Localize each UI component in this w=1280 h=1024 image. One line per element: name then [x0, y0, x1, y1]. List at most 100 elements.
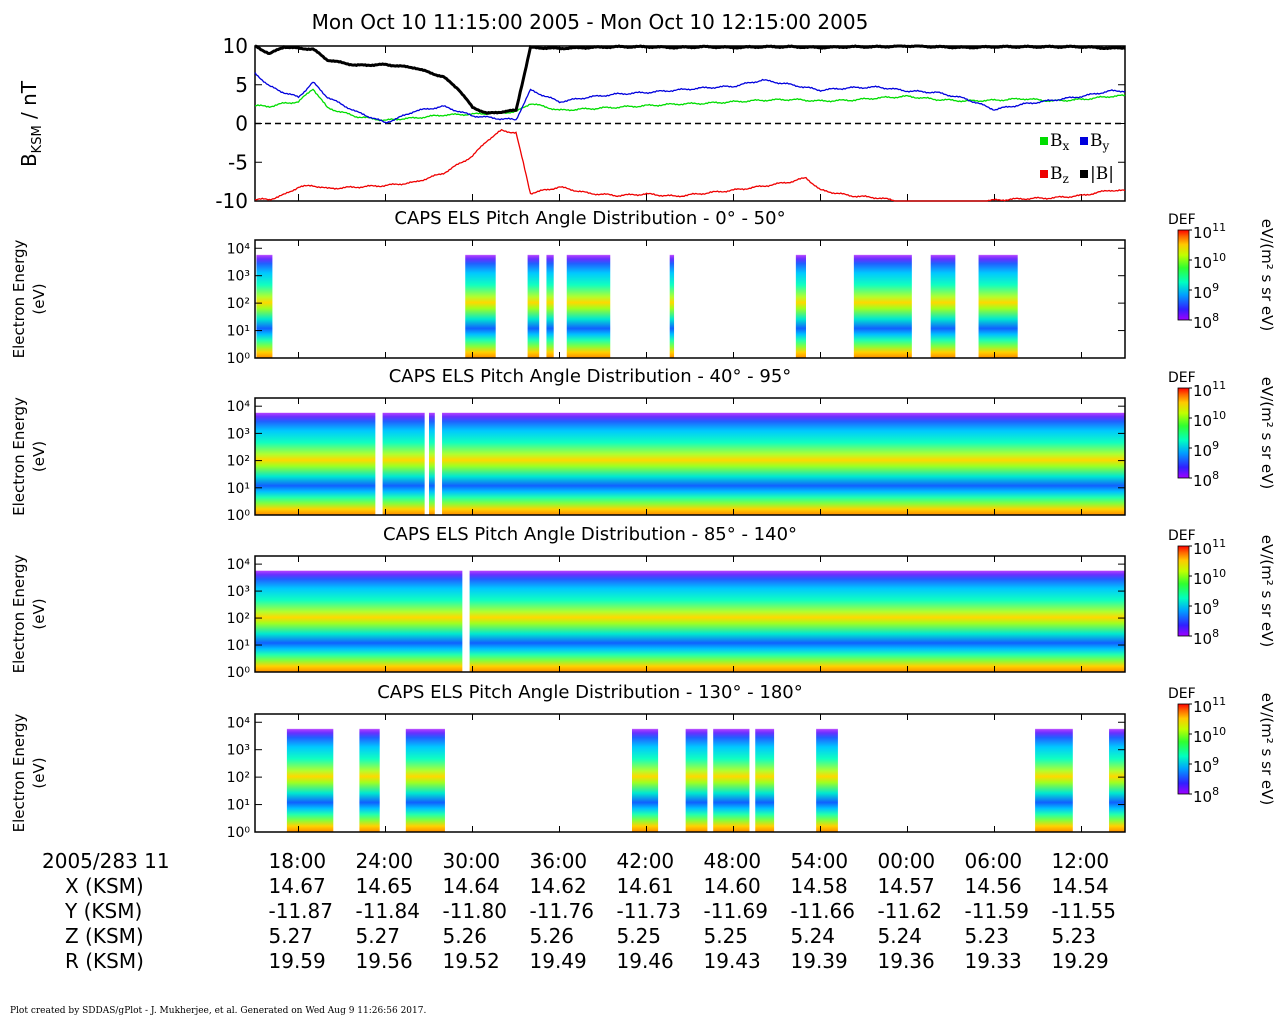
spectrogram-band [978, 240, 1018, 358]
cassini-chart: Mon Oct 10 11:15:00 2005 - Mon Oct 10 12… [10, 10, 1276, 973]
ephemeris-value: 14.62 [530, 874, 587, 898]
ephemeris-value: 5.26 [530, 924, 575, 948]
spectrogram-panel-3: CAPS ELS Pitch Angle Distribution - 85° … [10, 524, 1276, 681]
legend-label-z: Bz [1050, 164, 1069, 186]
spectrogram-ytick-label: 10¹ [227, 798, 250, 814]
spectrogram-ytick-label: 10⁴ [227, 241, 251, 257]
footer-credit: Plot created by SDDAS/gPlot - J. Mukherj… [10, 1006, 427, 1016]
ephemeris-value: 19.29 [1052, 949, 1109, 973]
ephemeris-value: -11.87 [269, 899, 333, 923]
magfield-ytick-label: 10 [223, 34, 248, 58]
ephemeris-value: 19.52 [443, 949, 500, 973]
ephemeris-value: 5.27 [356, 924, 401, 948]
spectrogram-ytick-label: 10³ [227, 743, 250, 759]
spectrogram-band [632, 714, 659, 832]
colorbar-tick-label: 1011 [1193, 695, 1226, 716]
spectrogram-ytick-label: 10² [227, 296, 250, 312]
magfield-ytick-label: 0 [235, 112, 248, 136]
ephemeris-value: 5.23 [965, 924, 1010, 948]
ephemeris-value: 14.60 [704, 874, 761, 898]
spectrogram-ylabel: Electron Energy [10, 239, 28, 358]
magfield-ytick-label: -10 [215, 189, 248, 213]
spectrogram-ytick-label: 10⁰ [227, 665, 251, 681]
spectrogram-band [469, 556, 1126, 672]
colorbar-tick-label: 1011 [1193, 221, 1226, 242]
legend-swatch-z [1040, 170, 1048, 178]
spectrogram-ytick-label: 10³ [227, 269, 250, 285]
ephemeris-label: R (KSM) [65, 949, 144, 973]
time-tick-label: 54:00 [791, 849, 849, 873]
series-line-y [254, 72, 1126, 124]
spectrogram-band [669, 240, 675, 358]
ephemeris-label: Y (KSM) [64, 899, 142, 923]
spectrogram-panel-1: CAPS ELS Pitch Angle Distribution - 0° -… [10, 208, 1276, 367]
ephemeris-value: -11.59 [965, 899, 1029, 923]
spectrogram-band [795, 240, 806, 358]
time-tick-label: 30:00 [443, 849, 501, 873]
ephemeris-label: Z (KSM) [65, 924, 144, 948]
spectrogram-band [1109, 714, 1125, 832]
spectrogram-band [382, 398, 425, 515]
colorbar-tick-label: 109 [1193, 439, 1219, 460]
ephemeris-value: 19.43 [704, 949, 761, 973]
colorbar-tick-label: 109 [1193, 597, 1219, 618]
legend-label-total: |B| [1090, 164, 1114, 184]
ephemeris-value: -11.55 [1052, 899, 1116, 923]
ephemeris-value: -11.76 [530, 899, 594, 923]
ephemeris-value: 14.64 [443, 874, 500, 898]
spectrogram-band [286, 714, 334, 832]
ephemeris-value: 14.56 [965, 874, 1022, 898]
spectrogram-panel-4: CAPS ELS Pitch Angle Distribution - 130°… [10, 682, 1276, 841]
colorbar-tick-label: 1011 [1193, 537, 1226, 558]
colorbar-tick-label: 108 [1193, 469, 1219, 490]
colorbar-label: DEF [1168, 370, 1196, 386]
ephemeris-value: 19.39 [791, 949, 848, 973]
spectrogram-band [930, 240, 956, 358]
spectrogram-ytick-label: 10² [227, 454, 250, 470]
spectrogram-band [442, 398, 1125, 515]
spectrogram-yunit: (eV) [30, 283, 48, 314]
ephemeris-value: 5.27 [269, 924, 314, 948]
spectrogram-band [546, 240, 554, 358]
ephemeris-value: -11.80 [443, 899, 507, 923]
legend-swatch-total [1080, 170, 1088, 178]
spectrogram-ytick-label: 10² [227, 611, 250, 627]
time-tick-label: 18:00 [269, 849, 327, 873]
time-tick-label: 06:00 [965, 849, 1023, 873]
spectrogram-band [755, 714, 775, 832]
colorbar-unit: eV/(m² s sr eV) [1258, 535, 1276, 647]
colorbar-tick-label: 1010 [1193, 409, 1226, 430]
time-tick-label: 42:00 [617, 849, 675, 873]
spectrogram-ytick-label: 10⁰ [227, 508, 251, 524]
ephemeris-label: X (KSM) [65, 874, 144, 898]
spectrogram-ytick-label: 10¹ [227, 638, 250, 654]
legend-label-x: Bx [1050, 131, 1070, 153]
spectrogram-ytick-label: 10⁴ [227, 399, 251, 415]
colorbar [1177, 545, 1190, 637]
magfield-ytick-label: 5 [235, 73, 248, 97]
legend-label-y: By [1090, 131, 1110, 153]
ephemeris-value: 14.61 [617, 874, 674, 898]
series-line-x [255, 88, 1126, 122]
time-tick-label: 00:00 [878, 849, 936, 873]
colorbar-tick-label: 1010 [1193, 567, 1226, 588]
time-tick-label: 48:00 [704, 849, 762, 873]
ephemeris-value: 14.67 [269, 874, 326, 898]
ephemeris-value: -11.73 [617, 899, 681, 923]
spectrogram-ylabel: Electron Energy [10, 713, 28, 832]
ephemeris-value: 5.23 [1052, 924, 1097, 948]
colorbar [1177, 387, 1190, 479]
spectrogram-band [405, 714, 445, 832]
spectrogram-band [255, 398, 376, 515]
time-axis-date-label: 2005/283 11 [42, 849, 170, 873]
spectrogram-band [359, 714, 380, 832]
spectrogram-frame [254, 555, 1126, 673]
colorbar-label: DEF [1168, 212, 1196, 228]
spectrogram-band [429, 398, 435, 515]
ephemeris-value: 19.49 [530, 949, 587, 973]
spectrogram-band [527, 240, 540, 358]
colorbar-tick-label: 1011 [1193, 379, 1226, 400]
spectrogram-ytick-label: 10⁴ [227, 715, 251, 731]
colorbar-tick-label: 1010 [1193, 725, 1226, 746]
colorbar [1177, 229, 1190, 321]
